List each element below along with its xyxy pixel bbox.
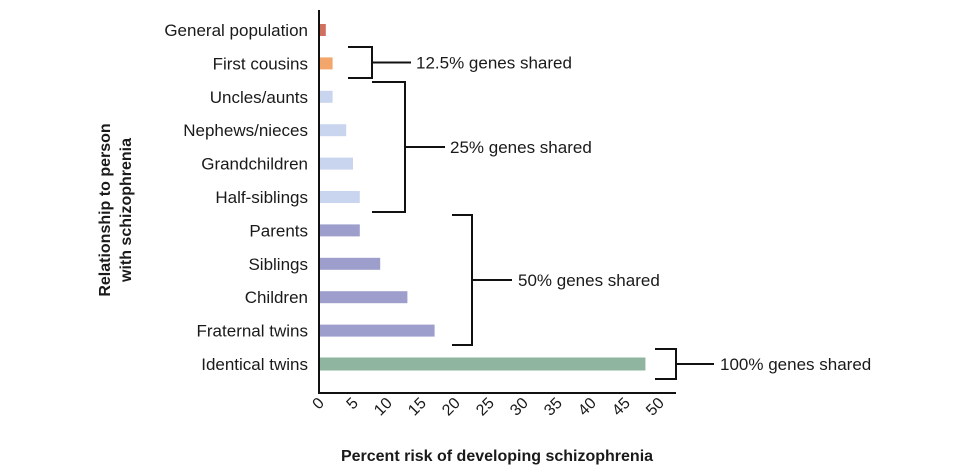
x-tick-label: 15 <box>405 395 430 420</box>
annotation-label: 12.5% genes shared <box>416 54 572 73</box>
x-tick-label: 50 <box>643 395 668 420</box>
y-axis-title: Relationship to person with schizophreni… <box>97 123 135 296</box>
y-axis-title-line-1: Relationship to person <box>97 123 114 296</box>
bar <box>319 191 360 203</box>
bar <box>319 357 646 371</box>
x-tick-label: 20 <box>439 395 464 420</box>
x-tick-label: 5 <box>344 395 362 413</box>
category-label: Fraternal twins <box>197 322 308 341</box>
category-label: First cousins <box>213 54 308 73</box>
category-label: Identical twins <box>201 355 308 374</box>
bracket <box>372 81 445 213</box>
x-tick-label: 45 <box>609 395 634 420</box>
bar <box>319 24 326 36</box>
bracket <box>452 214 512 346</box>
x-tick-label: 40 <box>575 395 600 420</box>
x-tick-label: 30 <box>507 395 532 420</box>
bar <box>319 324 435 337</box>
x-tick-label: 25 <box>473 395 498 420</box>
category-label: Grandchildren <box>201 155 308 174</box>
bar <box>319 224 360 237</box>
category-label: General population <box>164 21 308 40</box>
annotation-label: 50% genes shared <box>518 271 660 290</box>
annotation-label: 25% genes shared <box>450 138 592 157</box>
category-label: Uncles/aunts <box>210 88 308 107</box>
x-tick-label: 0 <box>310 395 328 413</box>
category-label: Children <box>245 288 308 307</box>
bar <box>319 257 381 270</box>
bar <box>319 90 333 103</box>
y-axis-title-line-2: with schizophrenia <box>118 138 135 283</box>
x-tick-label: 35 <box>541 395 566 420</box>
category-label: Siblings <box>248 255 308 274</box>
bracket <box>348 46 411 79</box>
category-label: Nephews/nieces <box>183 121 308 140</box>
bar <box>319 157 353 170</box>
bar <box>319 124 347 137</box>
x-tick-label: 10 <box>371 395 396 420</box>
bar <box>319 291 408 304</box>
bracket <box>655 348 714 380</box>
category-label: Half-siblings <box>215 188 308 207</box>
x-axis-title: Percent risk of developing schizophrenia <box>341 448 653 465</box>
annotation-label: 100% genes shared <box>720 355 871 374</box>
category-label: Parents <box>249 221 308 240</box>
bar <box>319 57 333 70</box>
